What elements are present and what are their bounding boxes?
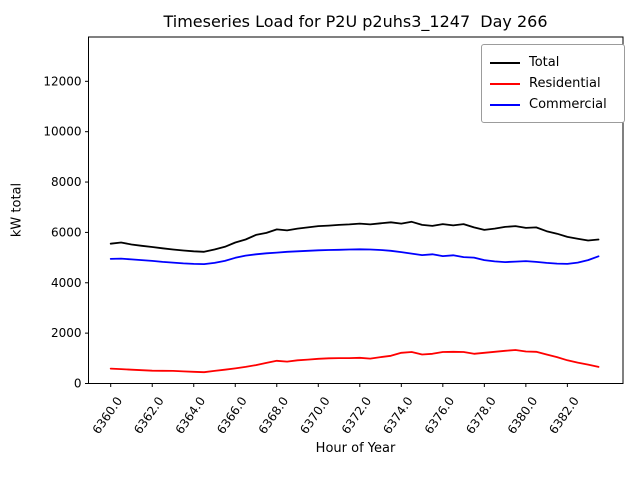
- legend-label-residential: Residential: [529, 76, 601, 91]
- x-tick-label: 6366.0: [214, 394, 250, 436]
- legend-label-total: Total: [529, 55, 560, 70]
- x-axis-label: Hour of Year: [315, 441, 396, 456]
- legend-line-commercial-icon: [490, 103, 520, 106]
- x-tick-label: 6368.0: [256, 394, 292, 436]
- x-tick-label: 6372.0: [339, 394, 375, 436]
- x-tick-label: 6376.0: [422, 394, 458, 436]
- legend-label-commercial: Commercial: [529, 97, 607, 112]
- x-tick-label: 6364.0: [173, 394, 209, 436]
- series-line-commercial: [109, 248, 600, 266]
- y-tick-label: 4000: [51, 276, 82, 290]
- legend-line-total-icon: [490, 61, 520, 64]
- legend-item-residential: Residential: [490, 73, 616, 94]
- series-line-total: [109, 220, 600, 253]
- x-tick-label: 6360.0: [90, 394, 126, 436]
- y-tick-label: 0: [74, 377, 82, 391]
- y-tick-label: 2000: [51, 326, 82, 340]
- y-tick-label: 10000: [43, 125, 81, 139]
- y-tick-label: 12000: [43, 74, 81, 88]
- y-tick-label: 6000: [51, 225, 82, 239]
- legend: Total Residential Commercial: [481, 44, 625, 123]
- x-tick-label: 6382.0: [546, 394, 582, 436]
- x-tick-label: 6380.0: [505, 394, 541, 436]
- legend-line-residential-icon: [490, 82, 520, 85]
- y-tick-label: 8000: [51, 175, 82, 189]
- y-axis-label: kW total: [9, 182, 25, 238]
- x-tick-label: 6370.0: [297, 394, 333, 436]
- x-tick-label: 6374.0: [380, 394, 416, 436]
- legend-item-total: Total: [490, 52, 616, 73]
- series-line-residential: [109, 349, 600, 374]
- chart-title: Timeseries Load for P2U p2uhs3_1247 Day …: [163, 12, 548, 31]
- legend-item-commercial: Commercial: [490, 94, 616, 115]
- x-tick-label: 6378.0: [463, 394, 499, 436]
- x-tick-label: 6362.0: [131, 394, 167, 436]
- plot-frame: [88, 36, 624, 384]
